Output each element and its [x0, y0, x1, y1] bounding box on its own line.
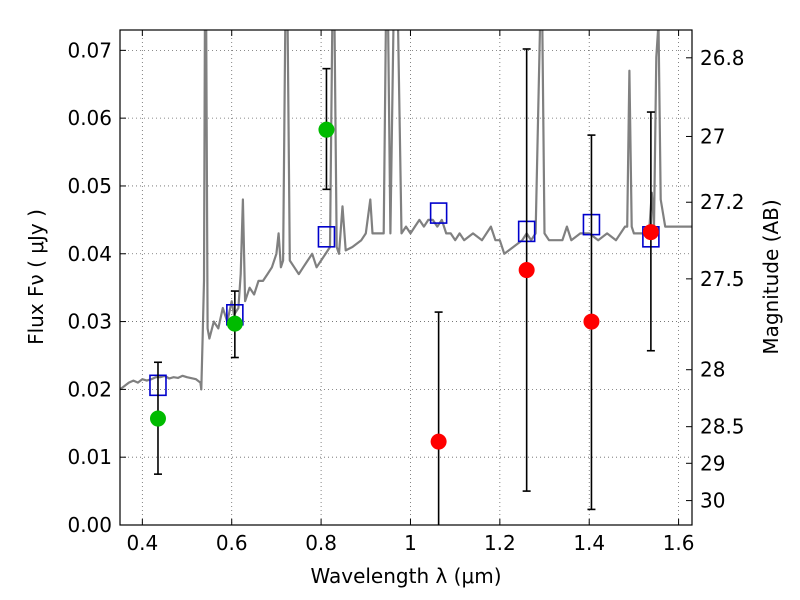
non-detection-point [583, 313, 600, 330]
non-detection-point [642, 224, 659, 241]
y-tick-label: 0.04 [67, 242, 112, 266]
plot-frame [119, 29, 693, 526]
right-tick-label: 27.5 [700, 267, 745, 291]
y-tick-label: 0.01 [67, 445, 112, 469]
y-tick-label: 0.03 [67, 310, 112, 334]
detection-point [318, 121, 335, 138]
x-tick-label: 1.6 [663, 531, 695, 555]
right-tick-label: 28.5 [700, 415, 745, 439]
right-tick-label: 30 [700, 489, 725, 513]
x-tick-label: 1 [404, 531, 417, 555]
x-axis-label: Wavelength λ (μm) [310, 564, 501, 588]
x-tick-label: 1.2 [484, 531, 516, 555]
right-tick-label: 29 [700, 451, 725, 475]
x-tick-label: 0.4 [126, 531, 158, 555]
right-tick-label: 26.8 [700, 46, 745, 70]
model-spectrum-line [120, 30, 692, 391]
y-axis-label: Flux Fν ( μJy ) [24, 209, 48, 345]
y-tick-label: 0.00 [67, 513, 112, 537]
right-tick-label: 27.2 [700, 190, 745, 214]
detection-point [226, 315, 243, 332]
model-photometry-square [317, 226, 336, 248]
non-detection-point [430, 433, 447, 450]
y-tick-label: 0.06 [67, 106, 112, 130]
y-tick-label: 0.05 [67, 174, 112, 198]
model-photometry-square [429, 202, 448, 224]
detection-point [149, 410, 166, 427]
axis-ticks: 0.4 0.6 0.8 1 1.2 1.4 1.6 0.00 0.01 0.02 0.03 0.04 0… [67, 30, 745, 555]
x-tick-label: 1.4 [573, 531, 605, 555]
x-tick-label: 0.8 [305, 531, 337, 555]
y-tick-label: 0.07 [67, 38, 112, 62]
non-detection-point [518, 262, 535, 279]
plot-area [120, 30, 692, 525]
right-tick-label: 27 [700, 124, 725, 148]
x-tick-label: 0.6 [216, 531, 248, 555]
right-tick-label: 28 [700, 358, 725, 382]
right-axis-label: Magnitude (AB) [759, 199, 783, 354]
y-tick-label: 0.02 [67, 377, 112, 401]
